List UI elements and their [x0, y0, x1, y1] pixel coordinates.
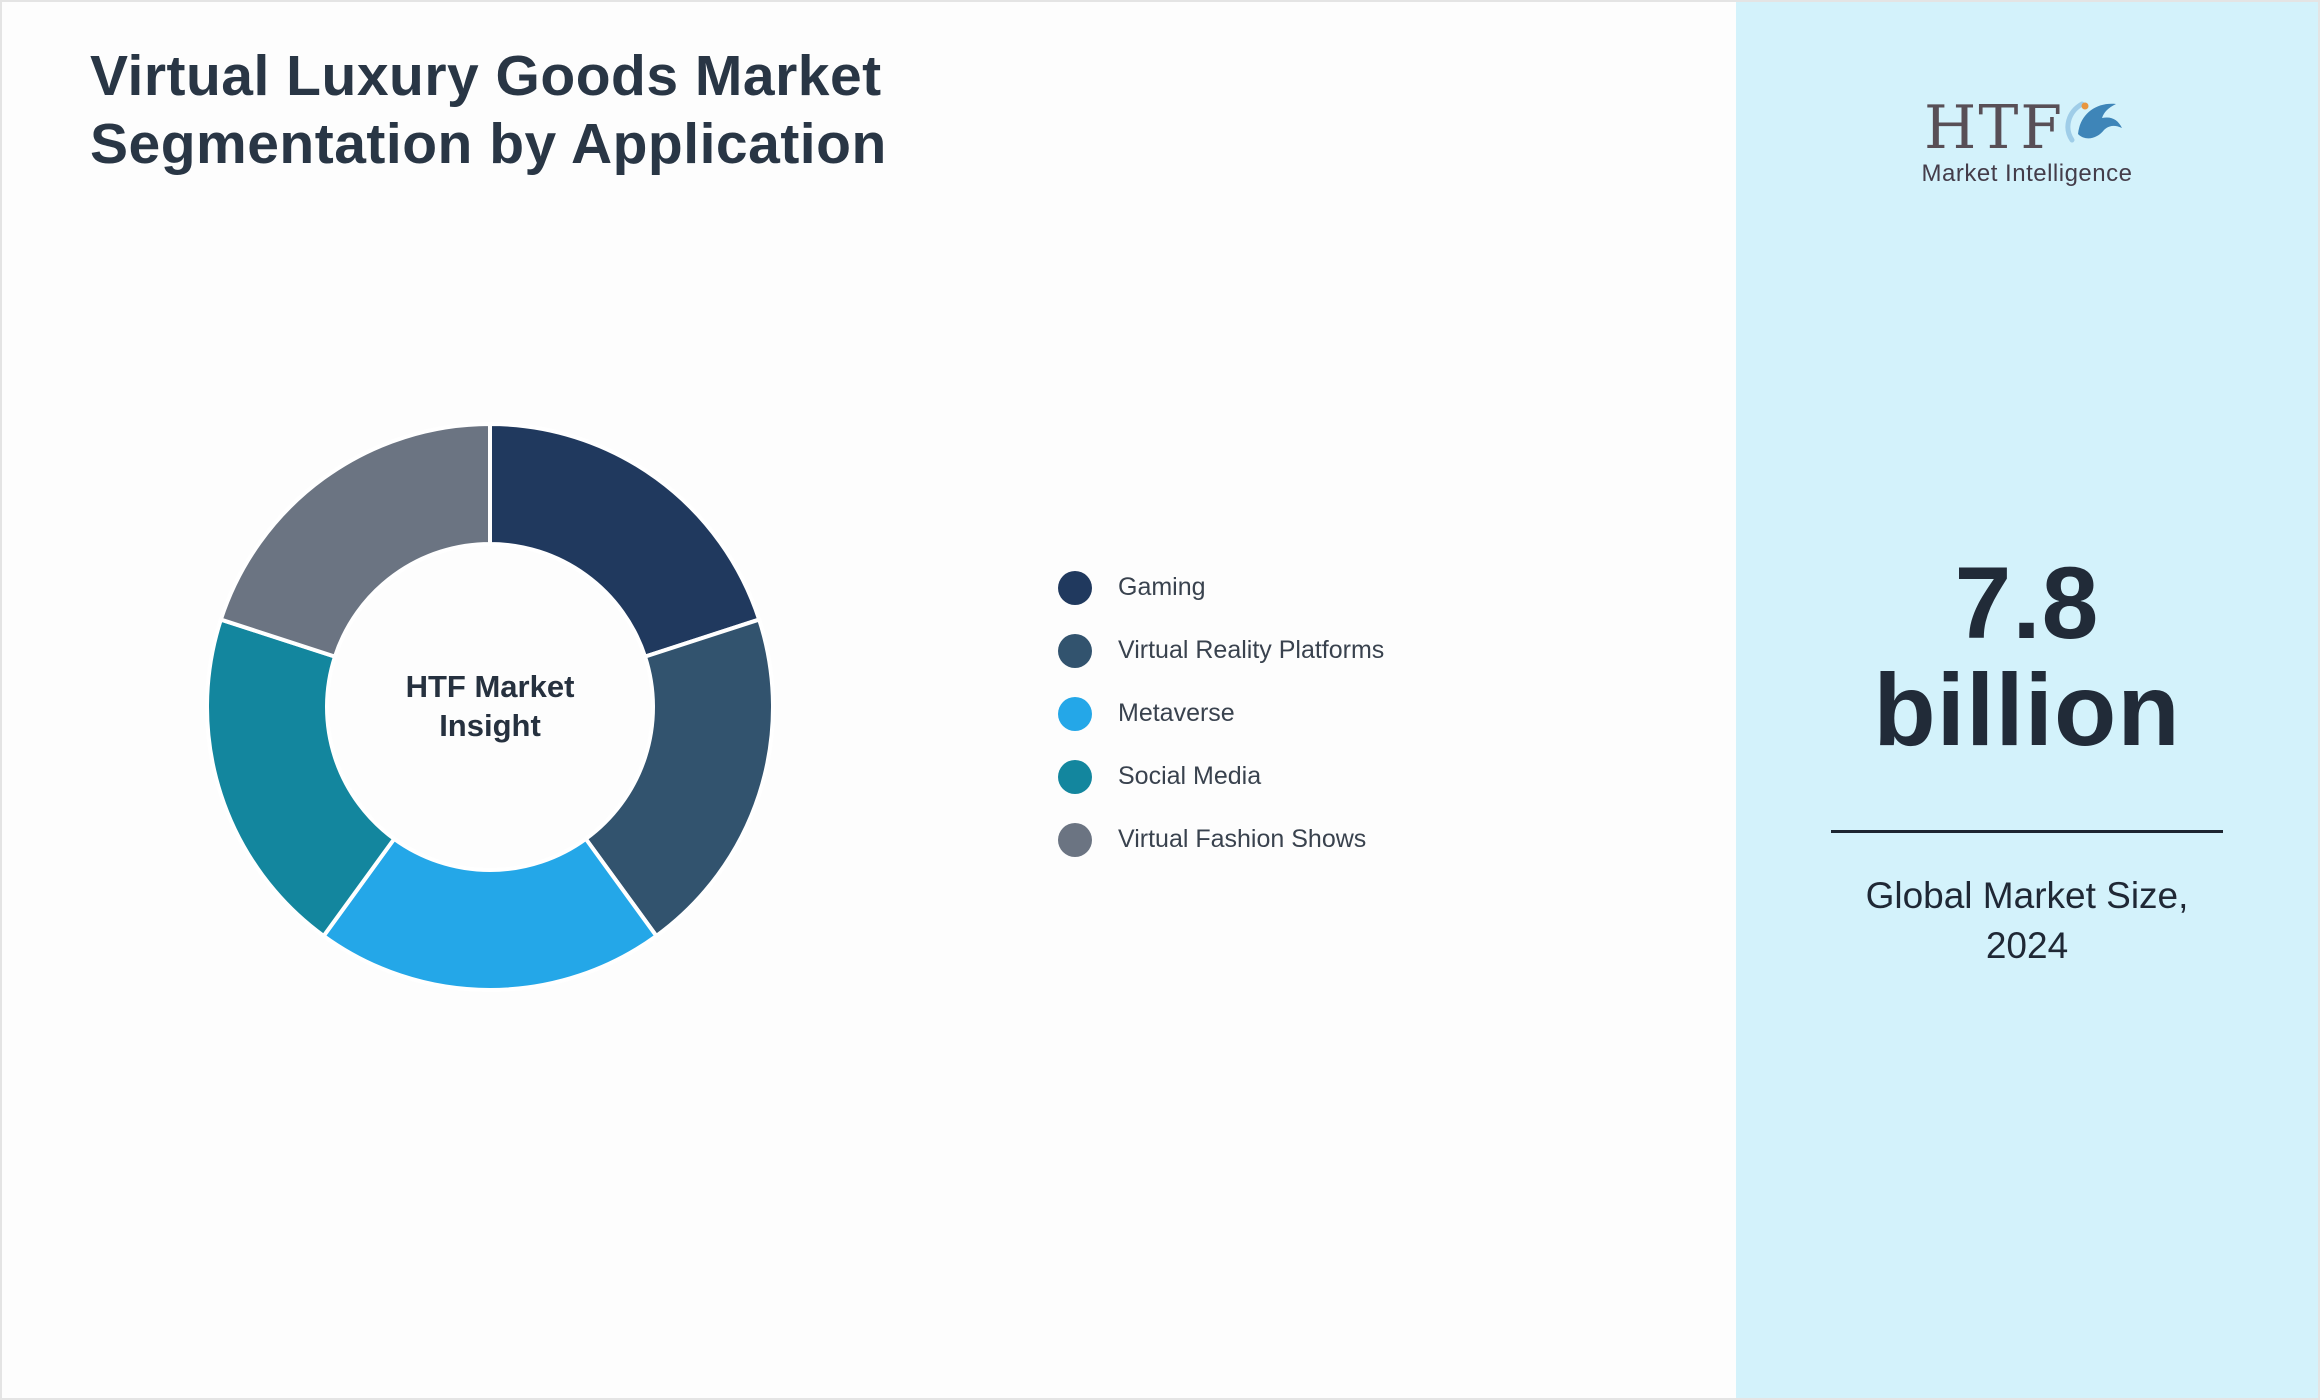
legend-dot: [1058, 570, 1092, 605]
donut-chart: HTF Market Insight: [190, 407, 790, 1007]
stat-value: 7.8 billion: [1873, 546, 2181, 768]
donut-slice-gaming: [488, 422, 762, 659]
legend-label: Social Media: [1118, 762, 1262, 790]
htf-logo-text: HTF: [1924, 93, 2064, 163]
legend-label: Virtual Fashion Shows: [1118, 825, 1367, 853]
legend-dot: [1058, 696, 1092, 731]
stat-label: Global Market Size, 2024: [1865, 875, 2189, 967]
legend-item: Metaverse: [1058, 682, 1384, 745]
legend-dot: [1058, 822, 1092, 857]
legend-item: Virtual Fashion Shows: [1058, 808, 1384, 871]
donut-slice-metaverse: [321, 836, 659, 992]
legend-label: Metaverse: [1118, 699, 1235, 727]
legend-dot: [1058, 633, 1092, 668]
legend-item: Virtual Reality Platforms: [1058, 619, 1384, 682]
sidebar-panel: HTF Market Intelligence 7.8 billion Glob…: [1736, 2, 2318, 1398]
chart-legend: Gaming Virtual Reality Platforms Metaver…: [1058, 556, 1384, 871]
legend-item: Social Media: [1058, 745, 1384, 808]
legend-dot: [1058, 759, 1092, 794]
htf-logo-subtext: Market Intelligence: [1921, 160, 2133, 187]
stat-divider: [1831, 830, 2223, 834]
donut-slice-virtual-reality-platforms: [583, 617, 775, 938]
htf-logo: HTF Market Intelligence: [1736, 90, 2318, 188]
page-title-line1: Virtual Luxury Goods Market: [90, 44, 882, 108]
market-size-stat: 7.8 billion Global Market Size, 2024: [1736, 546, 2318, 971]
donut-slice-virtual-fashion-shows: [218, 422, 492, 659]
dolphin-logo-icon: [2065, 101, 2122, 143]
page-title: Virtual Luxury Goods Market Segmentation…: [90, 42, 887, 179]
legend-label: Gaming: [1118, 573, 1206, 601]
legend-item: Gaming: [1058, 556, 1384, 619]
page-title-line2: Segmentation by Application: [90, 112, 887, 177]
donut-slice-social-media: [205, 617, 397, 938]
donut-svg: [205, 422, 775, 992]
legend-label: Virtual Reality Platforms: [1118, 636, 1385, 664]
